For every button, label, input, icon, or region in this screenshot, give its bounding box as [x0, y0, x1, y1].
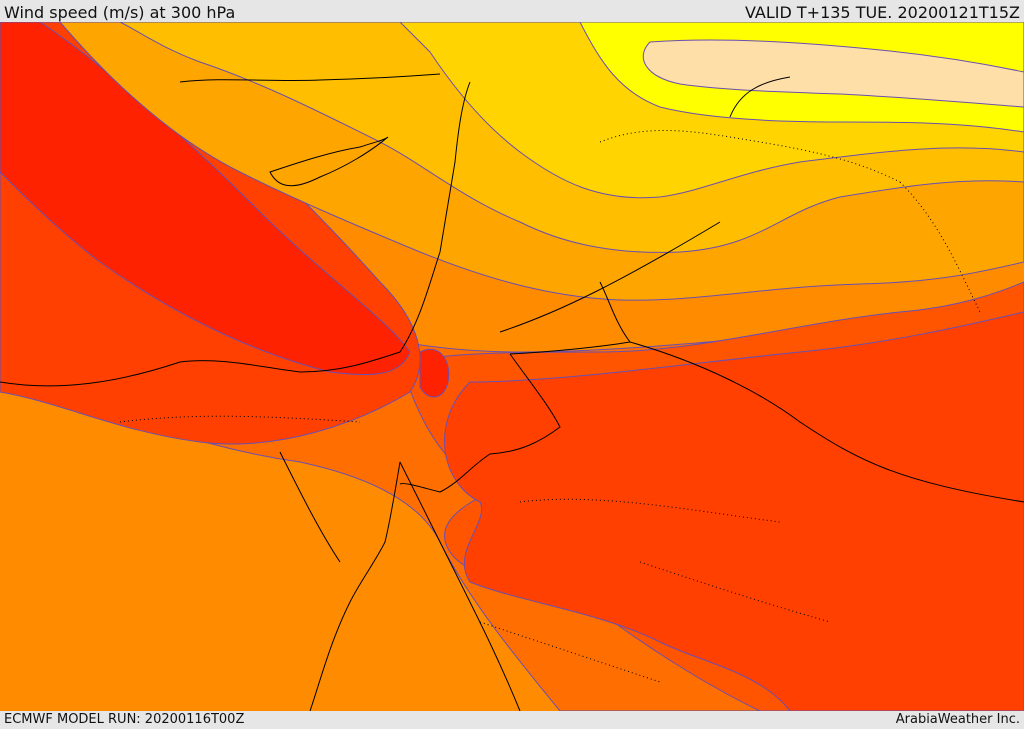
admin-boundaries — [119, 130, 981, 683]
coastlines — [0, 73, 521, 711]
borders — [399, 76, 1024, 503]
valid-time: VALID T+135 TUE. 20200121T15Z — [744, 3, 1020, 22]
band-jet-patch — [419, 348, 450, 398]
map-title: Wind speed (m/s) at 300 hPa — [4, 3, 236, 22]
credit-label: ArabiaWeather Inc. — [895, 712, 1020, 727]
band-weakest — [642, 39, 1024, 108]
footer-bar: ECMWF MODEL RUN: 20200116T00Z ArabiaWeat… — [0, 711, 1024, 729]
map-canvas — [0, 22, 1024, 711]
band-red-light — [444, 311, 1024, 711]
model-run-label: ECMWF MODEL RUN: 20200116T00Z — [4, 712, 245, 727]
header-bar: Wind speed (m/s) at 300 hPa VALID T+135 … — [0, 0, 1024, 22]
map-panel[interactable] — [0, 22, 1024, 711]
